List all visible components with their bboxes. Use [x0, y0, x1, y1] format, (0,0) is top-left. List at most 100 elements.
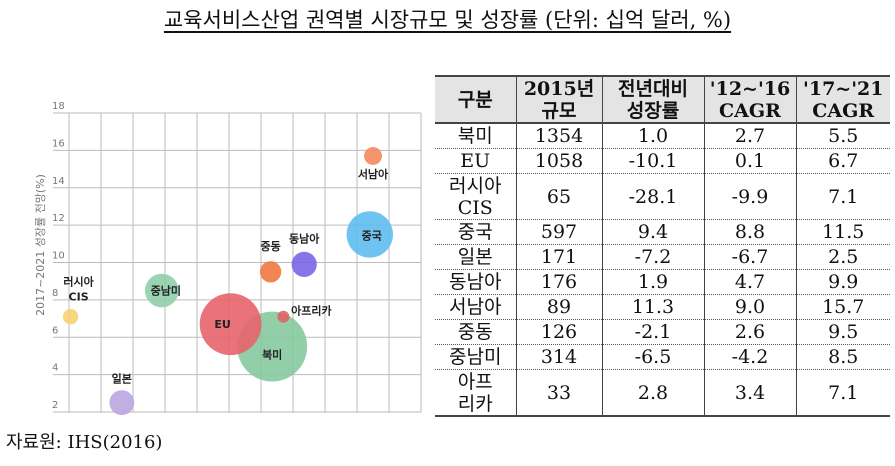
table-cell: 15.7 [795, 294, 890, 320]
y-tick-label: 12 [52, 213, 65, 224]
y-tick-label: 14 [52, 176, 65, 187]
bubble [291, 251, 317, 277]
table-cell: 2.8 [601, 369, 704, 417]
y-tick-label: 16 [52, 138, 65, 149]
table-cell: 314 [515, 344, 602, 370]
table-cell: 1058 [515, 148, 602, 174]
table-cell: 3.4 [703, 369, 796, 417]
bubble [259, 261, 282, 283]
y-tick-label: 4 [52, 363, 58, 374]
table-cell: -4.2 [703, 344, 796, 370]
y-tick-label: 2 [52, 400, 58, 411]
table-cell: -2.1 [601, 319, 704, 345]
table-cell: 33 [515, 369, 602, 417]
table-cell: 9.4 [601, 219, 704, 245]
bubble [277, 310, 290, 323]
region-cell: 북미 [435, 123, 516, 149]
column-header: 2015년 규모 [515, 75, 602, 124]
table-cell: 11.3 [601, 294, 704, 320]
bubble-label: 아프리카 [291, 304, 331, 318]
bubble [199, 293, 262, 356]
column-header: '17~'21 CAGR [795, 75, 890, 124]
table-row: 동남아 176 1.9 4.7 9.9 [435, 269, 890, 295]
region-cell: 서남아 [435, 294, 516, 320]
table-cell: -10.1 [601, 148, 704, 174]
table-cell: 89 [515, 294, 602, 320]
table-cell: -9.9 [703, 173, 796, 220]
table-cell: -28.1 [601, 173, 704, 220]
table-row: 북미 1354 1.0 2.7 5.5 [435, 123, 890, 149]
table-row: 중남미 314 -6.5 -4.2 8.5 [435, 344, 890, 370]
bubble-label: 북미 [262, 348, 282, 362]
table-cell: 1.9 [601, 269, 704, 295]
bubble-label: 일본 [112, 372, 132, 386]
table-row: 중동 126 -2.1 2.6 9.5 [435, 319, 890, 345]
y-tick-label: 18 [52, 101, 65, 112]
table-cell: 0.1 [703, 148, 796, 174]
page-title: 교육서비스산업 권역별 시장규모 및 성장률 (단위: 십억 달러, %) [0, 4, 895, 34]
region-cell: 중남미 [435, 344, 516, 370]
bubble-label: 중남미 [151, 284, 181, 298]
market-table: 구분 2015년 규모 전년대비 성장률 '12~'16 CAGR '17~'21 CAGR 북… [435, 75, 890, 417]
table-cell: 9.5 [795, 319, 890, 345]
region-cell: EU [435, 148, 516, 174]
table-cell: 7.1 [795, 173, 890, 220]
table-cell: 9.0 [703, 294, 796, 320]
table-cell: 5.5 [795, 123, 890, 149]
bubble-label: 중동 [260, 240, 280, 253]
table-cell: 9.9 [795, 269, 890, 295]
table-cell: 4.7 [703, 269, 796, 295]
table-header-row: 구분 2015년 규모 전년대비 성장률 '12~'16 CAGR '17~'21 CAGR [435, 75, 890, 124]
table-cell: 11.5 [795, 219, 890, 245]
y-tick-label: 8 [52, 288, 58, 299]
y-axis-label: 2017~2021 성장률 전망(%) [34, 174, 47, 316]
table-cell: 1.0 [601, 123, 704, 149]
table-cell: 7.1 [795, 369, 890, 417]
source-note: 자료원: IHS(2016) [6, 432, 163, 453]
y-tick-label: 6 [52, 325, 58, 336]
region-cell: 러시아 CIS [435, 173, 516, 220]
bubble [144, 273, 179, 308]
bubble [109, 390, 135, 415]
table-cell: 2.6 [703, 319, 796, 345]
table-cell: 2.5 [795, 244, 890, 270]
region-cell: 일본 [435, 244, 516, 270]
region-cell: 아프 리카 [435, 369, 516, 417]
table-cell: 126 [515, 319, 602, 345]
table-cell: 8.5 [795, 344, 890, 370]
bubble [346, 211, 394, 258]
table-cell: 6.7 [795, 148, 890, 174]
table-cell: -6.5 [601, 344, 704, 370]
bubble [364, 147, 382, 165]
bubble-label: CIS [69, 291, 89, 304]
bubble [62, 309, 79, 325]
table-cell: 176 [515, 269, 602, 295]
bubble-label: EU [214, 318, 230, 331]
bubble-chart: 24681012141618-10-8-6-4-20246810122012~2… [34, 101, 422, 415]
bubble-label: 중국 [362, 229, 382, 242]
bubble-label: 러시아 [63, 275, 94, 289]
table-cell: 597 [515, 219, 602, 245]
column-header: 구분 [435, 75, 516, 124]
table-cell: 1354 [515, 123, 602, 149]
table-row: EU 1058 -10.1 0.1 6.7 [435, 148, 890, 174]
column-header: 전년대비 성장률 [601, 75, 704, 124]
table-cell: -6.7 [703, 244, 796, 270]
table-row: 일본 171 -7.2 -6.7 2.5 [435, 244, 890, 270]
region-cell: 중동 [435, 319, 516, 345]
y-tick-label: 10 [52, 251, 65, 262]
region-cell: 중국 [435, 219, 516, 245]
table-cell: 8.8 [703, 219, 796, 245]
table-cell: -7.2 [601, 244, 704, 270]
table-row: 러시아 CIS 65 -28.1 -9.9 7.1 [435, 173, 890, 220]
table-cell: 171 [515, 244, 602, 270]
table-cell: 65 [515, 173, 602, 220]
bubble-label: 동남아 [289, 231, 320, 245]
region-cell: 동남아 [435, 269, 516, 295]
table-row: 중국 597 9.4 8.8 11.5 [435, 219, 890, 245]
table-cell: 2.7 [703, 123, 796, 149]
bubble-label: 서남아 [358, 167, 389, 181]
column-header: '12~'16 CAGR [703, 75, 796, 124]
table-row: 아프 리카 33 2.8 3.4 7.1 [435, 369, 890, 417]
table-row: 서남아 89 11.3 9.0 15.7 [435, 294, 890, 320]
